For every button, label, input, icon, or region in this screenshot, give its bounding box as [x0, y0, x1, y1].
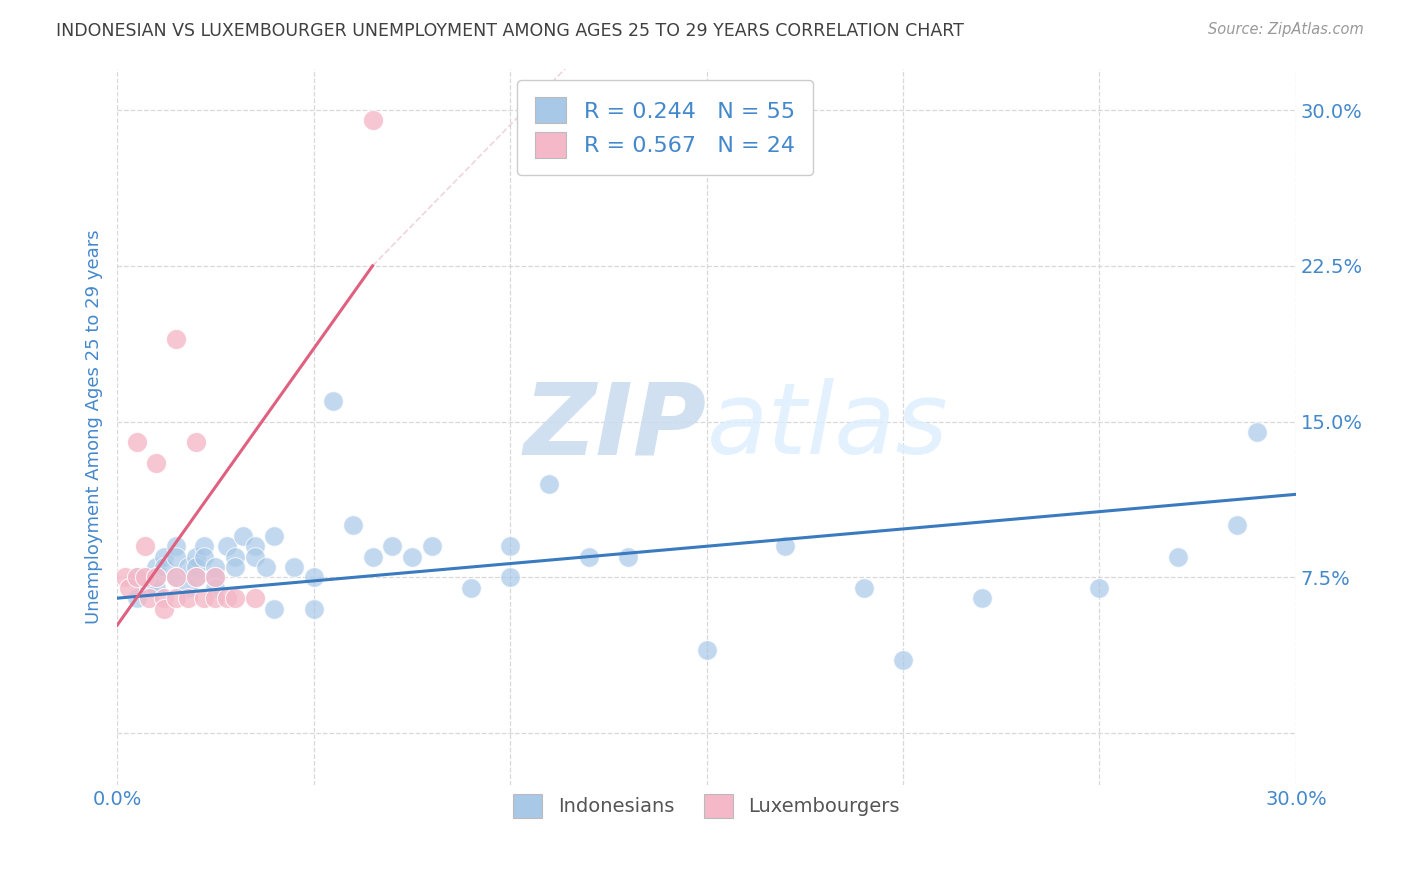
- Point: [134, 539, 156, 553]
- Point: [204, 570, 226, 584]
- Point: [578, 549, 600, 564]
- Point: [617, 549, 640, 564]
- Point: [184, 549, 207, 564]
- Point: [165, 570, 187, 584]
- Point: [381, 539, 404, 553]
- Point: [232, 529, 254, 543]
- Point: [696, 643, 718, 657]
- Point: [243, 591, 266, 606]
- Y-axis label: Unemployment Among Ages 25 to 29 years: Unemployment Among Ages 25 to 29 years: [86, 229, 103, 624]
- Point: [361, 549, 384, 564]
- Point: [460, 581, 482, 595]
- Point: [773, 539, 796, 553]
- Text: atlas: atlas: [707, 378, 948, 475]
- Point: [1088, 581, 1111, 595]
- Point: [125, 570, 148, 584]
- Point: [125, 435, 148, 450]
- Point: [138, 591, 160, 606]
- Point: [153, 601, 176, 615]
- Point: [499, 539, 522, 553]
- Point: [165, 570, 187, 584]
- Point: [342, 518, 364, 533]
- Point: [177, 581, 200, 595]
- Legend: Indonesians, Luxembourgers: Indonesians, Luxembourgers: [506, 786, 907, 826]
- Point: [114, 570, 136, 584]
- Point: [204, 591, 226, 606]
- Point: [165, 539, 187, 553]
- Point: [302, 601, 325, 615]
- Point: [970, 591, 993, 606]
- Point: [217, 591, 239, 606]
- Text: ZIP: ZIP: [523, 378, 707, 475]
- Point: [256, 560, 278, 574]
- Point: [138, 570, 160, 584]
- Point: [361, 113, 384, 128]
- Point: [243, 539, 266, 553]
- Point: [852, 581, 875, 595]
- Point: [153, 549, 176, 564]
- Point: [184, 435, 207, 450]
- Point: [184, 560, 207, 574]
- Point: [499, 570, 522, 584]
- Point: [193, 549, 215, 564]
- Point: [125, 570, 148, 584]
- Point: [184, 570, 207, 584]
- Point: [134, 570, 156, 584]
- Point: [145, 570, 167, 584]
- Point: [1246, 425, 1268, 439]
- Point: [145, 570, 167, 584]
- Point: [165, 549, 187, 564]
- Point: [224, 549, 246, 564]
- Point: [153, 591, 176, 606]
- Point: [283, 560, 305, 574]
- Point: [165, 332, 187, 346]
- Point: [204, 560, 226, 574]
- Point: [322, 393, 344, 408]
- Point: [184, 570, 207, 584]
- Point: [177, 560, 200, 574]
- Point: [243, 549, 266, 564]
- Point: [118, 581, 141, 595]
- Point: [145, 560, 167, 574]
- Point: [177, 591, 200, 606]
- Point: [263, 529, 285, 543]
- Point: [193, 591, 215, 606]
- Point: [145, 456, 167, 470]
- Point: [204, 570, 226, 584]
- Point: [165, 591, 187, 606]
- Point: [1167, 549, 1189, 564]
- Point: [302, 570, 325, 584]
- Point: [204, 581, 226, 595]
- Point: [138, 581, 160, 595]
- Point: [420, 539, 443, 553]
- Point: [217, 539, 239, 553]
- Point: [145, 581, 167, 595]
- Point: [1226, 518, 1249, 533]
- Point: [125, 591, 148, 606]
- Point: [224, 591, 246, 606]
- Point: [193, 539, 215, 553]
- Point: [153, 560, 176, 574]
- Text: Source: ZipAtlas.com: Source: ZipAtlas.com: [1208, 22, 1364, 37]
- Point: [263, 601, 285, 615]
- Text: INDONESIAN VS LUXEMBOURGER UNEMPLOYMENT AMONG AGES 25 TO 29 YEARS CORRELATION CH: INDONESIAN VS LUXEMBOURGER UNEMPLOYMENT …: [56, 22, 965, 40]
- Point: [401, 549, 423, 564]
- Point: [891, 653, 914, 667]
- Point: [538, 477, 561, 491]
- Point: [224, 560, 246, 574]
